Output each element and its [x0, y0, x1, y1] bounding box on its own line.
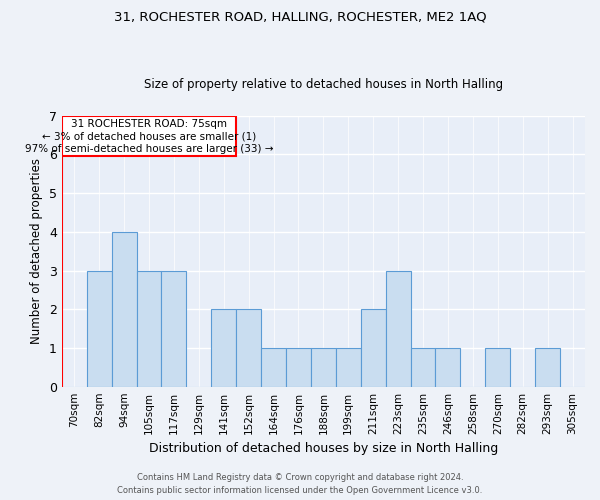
Bar: [286, 348, 311, 387]
Bar: [261, 348, 286, 387]
Y-axis label: Number of detached properties: Number of detached properties: [31, 158, 43, 344]
Bar: [112, 232, 137, 386]
Bar: [336, 348, 361, 387]
Bar: [137, 270, 161, 386]
Bar: [535, 348, 560, 387]
Text: 31, ROCHESTER ROAD, HALLING, ROCHESTER, ME2 1AQ: 31, ROCHESTER ROAD, HALLING, ROCHESTER, …: [113, 10, 487, 23]
Bar: [161, 270, 187, 386]
Bar: [86, 270, 112, 386]
Bar: [311, 348, 336, 387]
Text: 97% of semi-detached houses are larger (33) →: 97% of semi-detached houses are larger (…: [25, 144, 273, 154]
Bar: [410, 348, 436, 387]
Text: Contains HM Land Registry data © Crown copyright and database right 2024.
Contai: Contains HM Land Registry data © Crown c…: [118, 474, 482, 495]
Bar: [386, 270, 410, 386]
Text: ← 3% of detached houses are smaller (1): ← 3% of detached houses are smaller (1): [42, 131, 256, 141]
Bar: [485, 348, 510, 387]
Bar: [361, 310, 386, 386]
Bar: [211, 310, 236, 386]
X-axis label: Distribution of detached houses by size in North Halling: Distribution of detached houses by size …: [149, 442, 498, 455]
Bar: [62, 116, 236, 156]
Text: 31 ROCHESTER ROAD: 75sqm: 31 ROCHESTER ROAD: 75sqm: [71, 119, 227, 129]
Title: Size of property relative to detached houses in North Halling: Size of property relative to detached ho…: [144, 78, 503, 91]
Bar: [236, 310, 261, 386]
Bar: [436, 348, 460, 387]
